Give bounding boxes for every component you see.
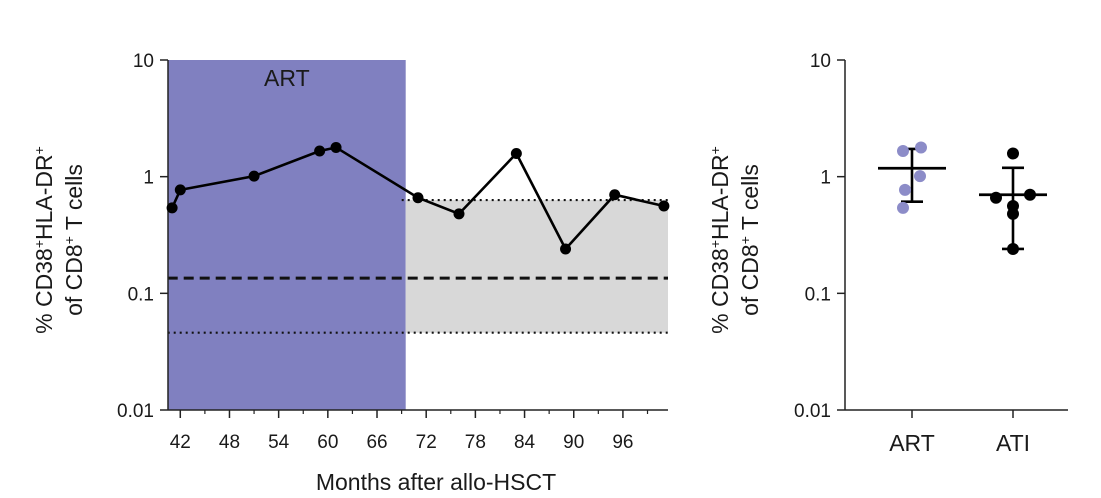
group-point [915, 141, 927, 154]
group-marks [878, 141, 1047, 255]
y-tick-labels: 0.01 0.1 1 10 [794, 51, 831, 422]
series-point [330, 141, 342, 153]
x-tick-label: 72 [416, 432, 437, 453]
y-axis-title-line2: of CD8+ T cells [737, 164, 763, 316]
x-axis-title: Months after allo-HSCT [316, 469, 556, 495]
group-point [1007, 207, 1019, 220]
group-point [914, 170, 926, 183]
art-period-label: ART [264, 65, 310, 91]
group-point [1007, 147, 1019, 160]
series-point [609, 189, 621, 201]
y-axis-title: % CD38+HLA-DR+ of CD8+ T cells [707, 146, 763, 334]
art-period-band [168, 60, 406, 410]
x-tick-label: 42 [170, 432, 191, 453]
x-tick-label: 60 [317, 432, 338, 453]
x-tick-label: 96 [612, 432, 633, 453]
series-point [658, 200, 670, 212]
category-label-ati: ATI [996, 430, 1030, 456]
y-tick-label: 10 [810, 51, 831, 72]
x-tick-labels: 42 48 54 60 66 72 78 84 90 96 [170, 432, 634, 453]
y-tick-label: 0.01 [794, 401, 831, 422]
y-tick-label: 10 [133, 51, 154, 72]
y-tick-label: 0.1 [128, 284, 154, 305]
x-tick-label: 78 [465, 432, 486, 453]
ati-group [979, 147, 1047, 255]
series-point [560, 243, 572, 255]
category-label-art: ART [889, 430, 935, 456]
y-axis-title-line2: of CD8+ T cells [61, 164, 87, 316]
reference-range-band [405, 200, 668, 333]
series-point [412, 192, 424, 204]
x-tick-label: 54 [268, 432, 290, 453]
group-comparison-chart: 0.01 0.1 1 10 ART ATI % CD38+HLA-DR+ of … [707, 51, 1068, 456]
series-point [174, 184, 186, 196]
comparison-axes [837, 59, 1068, 418]
art-group [878, 141, 946, 214]
y-tick-label: 1 [143, 168, 154, 189]
series-point [510, 147, 522, 159]
group-point [899, 183, 911, 196]
x-tick-label: 84 [514, 432, 536, 453]
timecourse-axes [160, 59, 668, 418]
y-tick-labels: 0.01 0.1 1 10 [117, 51, 154, 422]
y-axis-title: % CD38+HLA-DR+ of CD8+ T cells [31, 146, 87, 334]
group-point [897, 201, 909, 214]
series-point [166, 202, 178, 214]
group-point [897, 144, 909, 157]
y-tick-label: 0.1 [805, 284, 831, 305]
group-point [1007, 242, 1019, 255]
y-axis-title-line1: % CD38+HLA-DR+ [707, 146, 733, 334]
timecourse-chart: ART 0.01 0.1 1 10 42 48 54 60 66 72 78 8… [31, 51, 670, 495]
series-point [314, 145, 326, 157]
series-points [166, 141, 670, 255]
x-tick-label: 66 [366, 432, 387, 453]
series-point [453, 208, 465, 220]
y-axis-title-line1: % CD38+HLA-DR+ [31, 146, 57, 334]
category-labels: ART ATI [889, 430, 1030, 456]
x-tick-label: 90 [563, 432, 584, 453]
series-point [248, 170, 260, 182]
y-tick-label: 0.01 [117, 401, 154, 422]
x-tick-label: 48 [219, 432, 240, 453]
y-tick-label: 1 [820, 168, 831, 189]
